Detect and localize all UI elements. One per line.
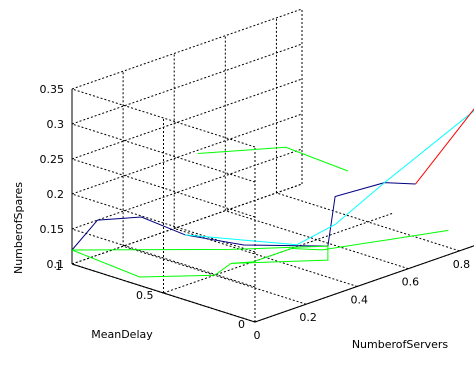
x-tick-label: 0	[254, 329, 261, 342]
data-series-4	[230, 229, 449, 264]
x-tick-label: 0.4	[350, 293, 368, 306]
x-tick-label: 0.6	[402, 276, 420, 289]
grid-line	[254, 245, 474, 323]
data-series-2	[415, 108, 474, 185]
data-series-0	[71, 182, 416, 251]
x-axis-label: NumberofServers	[352, 338, 449, 351]
data-series-1	[185, 110, 474, 246]
x-tick-label: 0.2	[299, 311, 317, 324]
z-tick-label: 0.15	[40, 223, 65, 236]
z-tick-label: 0.3	[47, 118, 65, 131]
x-tick-label: 0.8	[453, 258, 471, 271]
grid-line	[225, 210, 409, 270]
y-tick-label: 0.5	[136, 289, 154, 302]
z-tick-label: 0.1	[47, 258, 65, 271]
grid-line	[71, 43, 303, 125]
grid-line	[71, 113, 303, 195]
grid-line	[71, 88, 256, 148]
z-tick-label: 0.2	[47, 188, 65, 201]
grid-line	[71, 183, 303, 265]
y-axis-label: MeanDelay	[91, 328, 153, 341]
grid-line	[71, 78, 303, 160]
x-axis-line	[254, 245, 474, 323]
z-tick-label: 0.25	[40, 153, 65, 166]
grid-line	[71, 8, 303, 90]
data-series-5	[198, 146, 349, 172]
grid-line	[71, 148, 303, 230]
z-axis-label: NumberofSpares	[12, 182, 25, 274]
grid-line	[71, 228, 256, 288]
z-tick-label: 0.35	[40, 83, 65, 96]
axes	[71, 89, 474, 323]
tick-labels: 0 0.2 0.4 0.6 0.8 0 0.5 10.1 0.15 0.2 0.25 0.3 0.35	[40, 83, 471, 342]
y-axis-line	[71, 263, 256, 323]
data-series-3	[71, 245, 329, 278]
y-tick-label: 0	[238, 318, 245, 331]
y-tick-label: 1	[55, 260, 62, 273]
data-lines	[71, 108, 474, 278]
